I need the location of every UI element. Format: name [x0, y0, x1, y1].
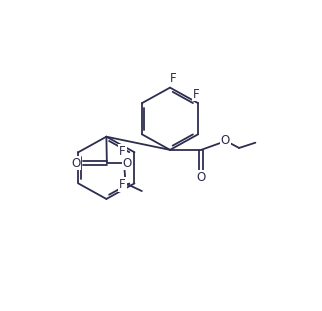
Text: F: F — [119, 178, 126, 191]
Text: O: O — [221, 134, 230, 147]
Text: O: O — [122, 156, 132, 169]
Text: O: O — [197, 171, 206, 184]
Text: F: F — [170, 72, 176, 85]
Text: F: F — [193, 88, 200, 100]
Text: F: F — [119, 145, 126, 158]
Text: O: O — [71, 156, 80, 169]
